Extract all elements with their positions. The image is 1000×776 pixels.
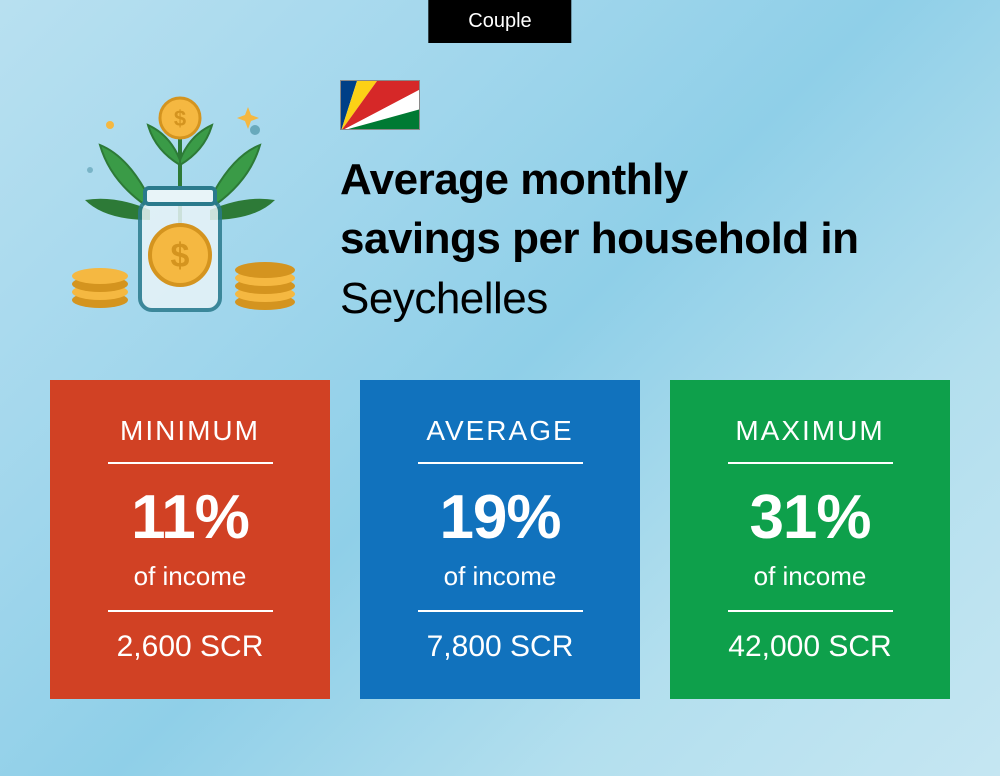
card-minimum: MINIMUM 11% of income 2,600 SCR [50,380,330,699]
title-block: Average monthly savings per household in… [340,70,950,328]
card-percent: 19% [390,482,610,553]
card-average: AVERAGE 19% of income 7,800 SCR [360,380,640,699]
divider [418,462,583,464]
divider [728,610,893,612]
page-title: Average monthly savings per household in… [340,150,950,328]
sparkle-icon [106,121,114,129]
sparkle-icon [87,167,93,173]
card-maximum: MAXIMUM 31% of income 42,000 SCR [670,380,950,699]
divider [108,462,273,464]
card-percent: 11% [80,482,300,553]
svg-text:$: $ [171,237,190,275]
divider [418,610,583,612]
card-label: MINIMUM [80,415,300,447]
title-country: Seychelles [340,274,548,323]
card-sub: of income [80,561,300,592]
stats-cards: MINIMUM 11% of income 2,600 SCR AVERAGE … [0,360,1000,699]
title-line-1: Average monthly [340,155,688,204]
svg-text:$: $ [174,106,186,131]
card-percent: 31% [700,482,920,553]
card-label: MAXIMUM [700,415,920,447]
title-line-2: savings per household in [340,214,859,263]
divider [108,610,273,612]
savings-jar-icon: $ [140,188,220,310]
divider [728,462,893,464]
card-label: AVERAGE [390,415,610,447]
card-sub: of income [390,561,610,592]
coin-stack-left-icon [72,268,128,308]
card-sub: of income [700,561,920,592]
card-amount: 7,800 SCR [390,630,610,664]
coin-stack-right-icon [235,262,295,310]
sparkle-icon [250,125,260,135]
category-badge: Couple [428,0,571,43]
card-amount: 2,600 SCR [80,630,300,664]
card-amount: 42,000 SCR [700,630,920,664]
header-section: $ $ Averag [0,0,1000,360]
savings-illustration: $ $ [50,70,310,330]
top-coin-icon: $ [160,98,200,138]
seychelles-flag-icon [340,80,420,130]
